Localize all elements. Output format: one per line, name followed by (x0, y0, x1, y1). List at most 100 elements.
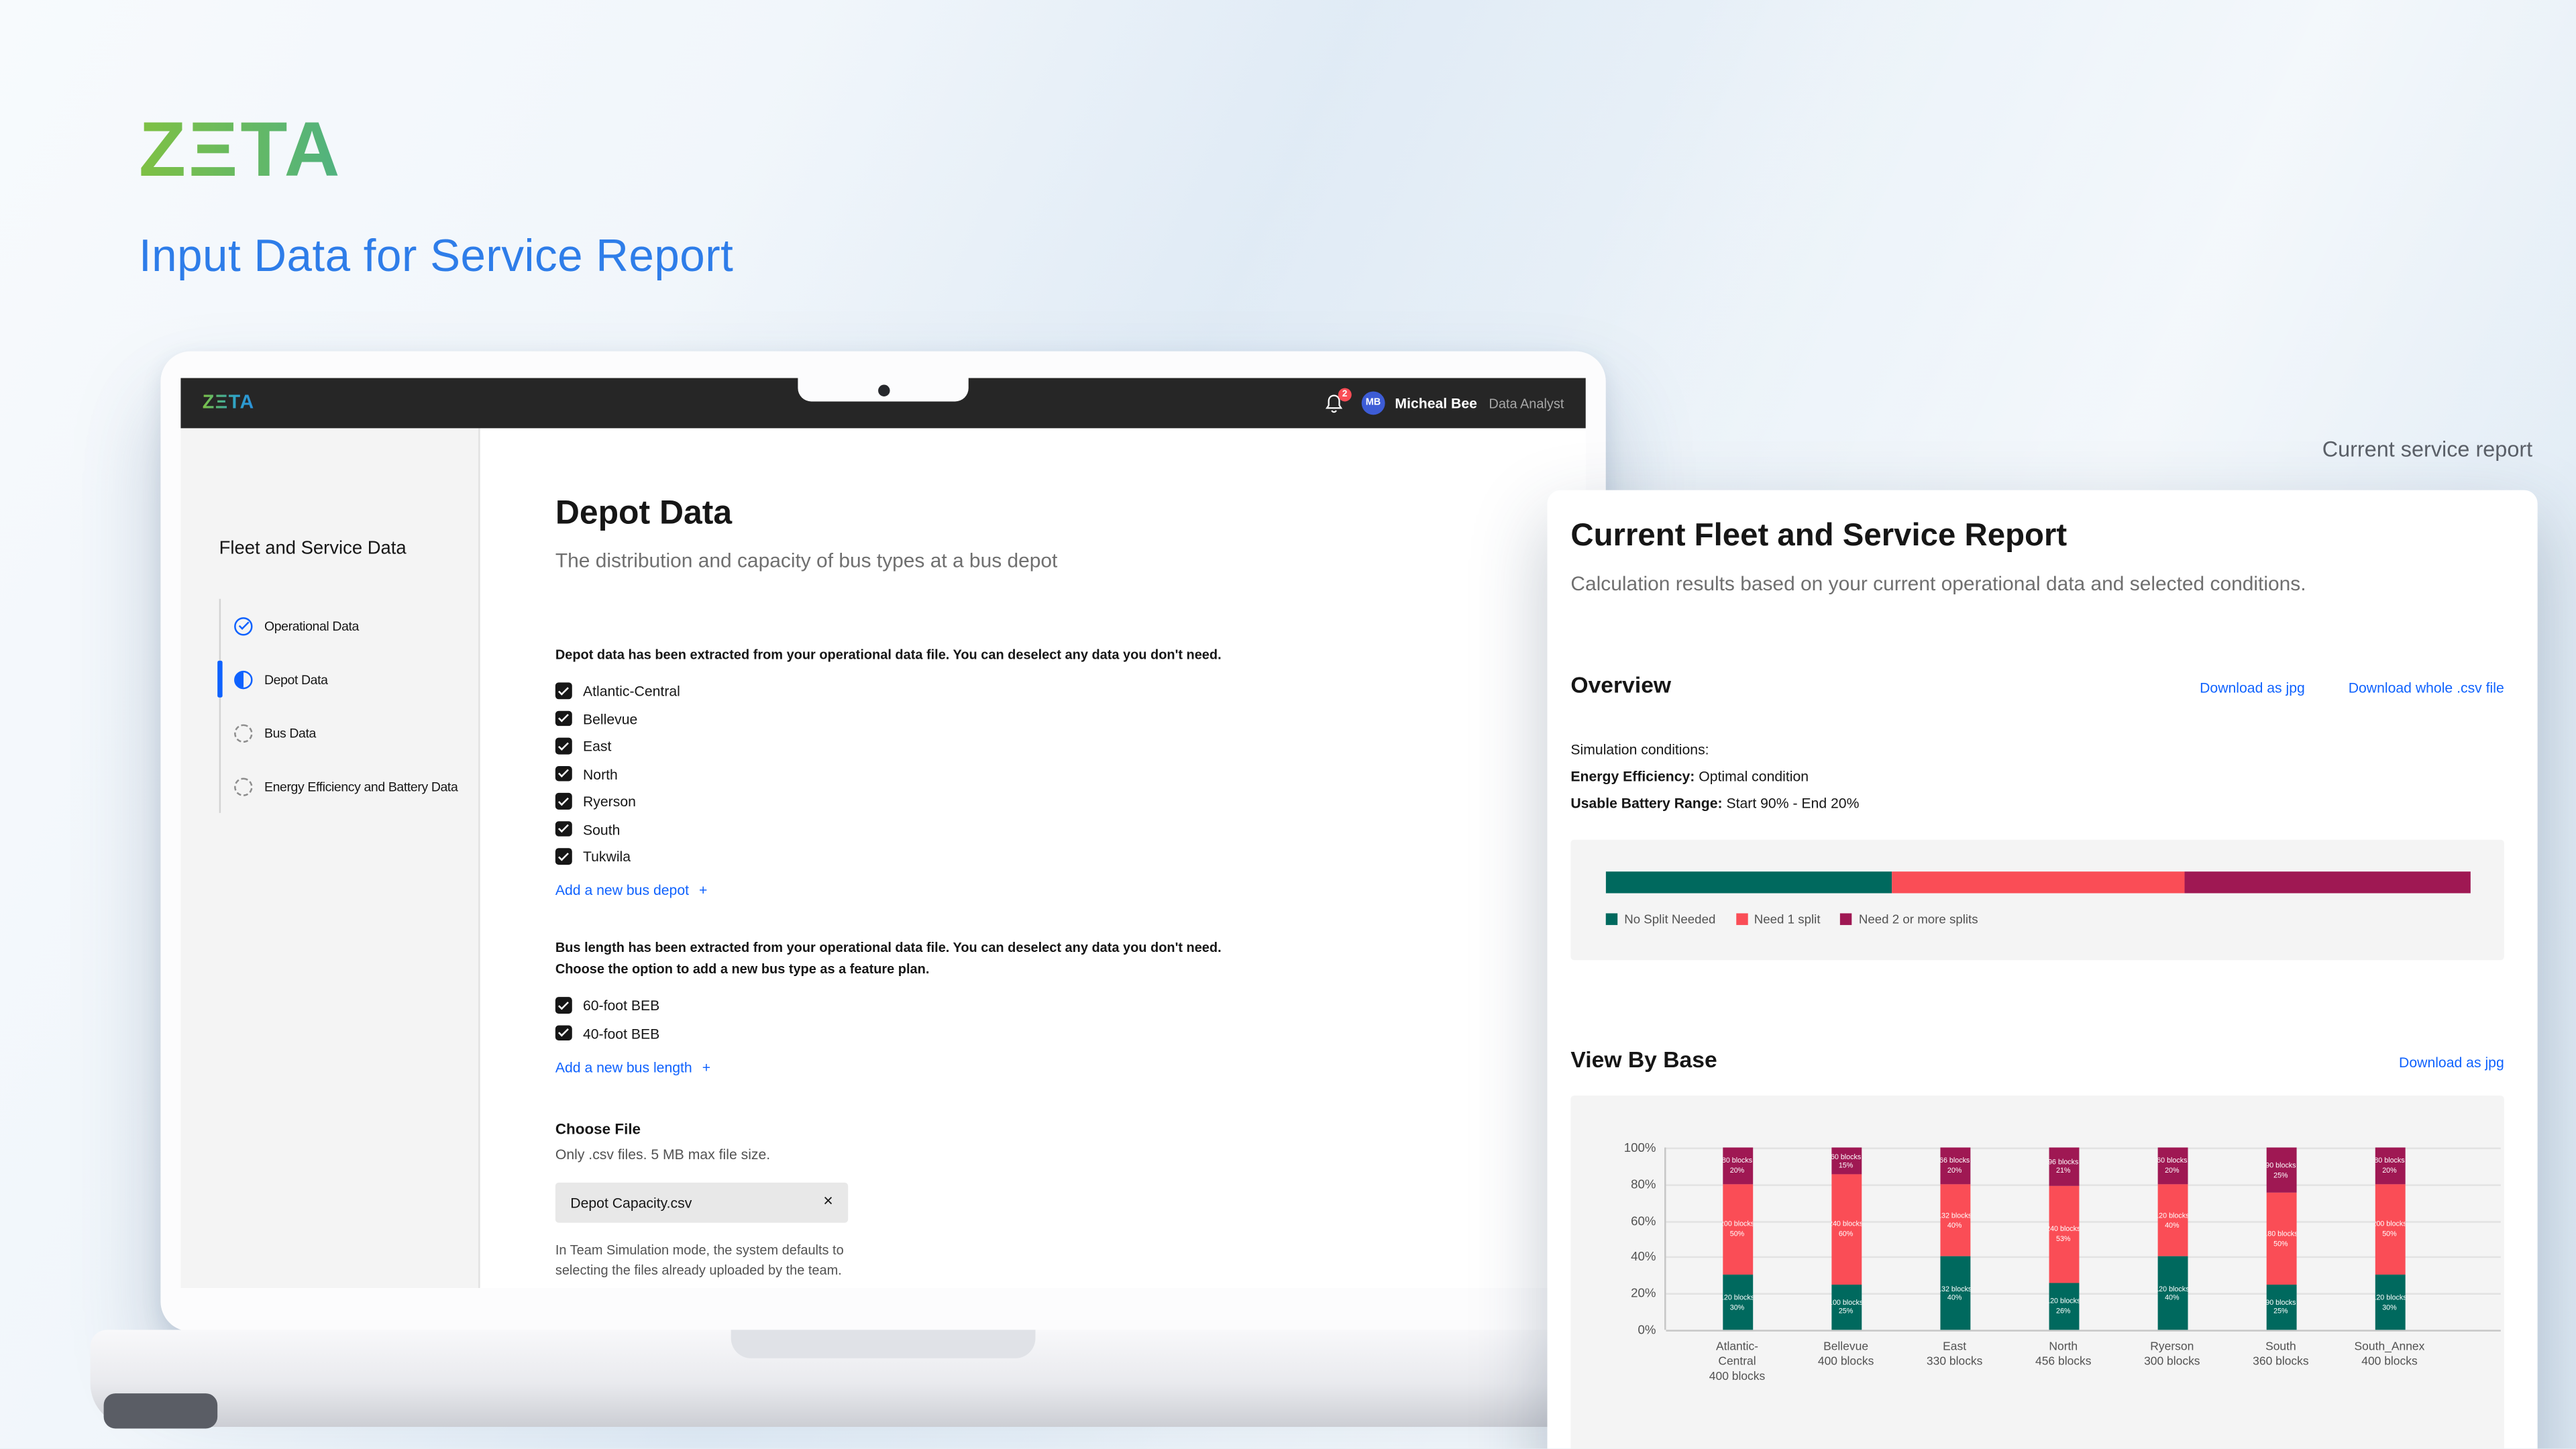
category-label-line: Bellevue (1823, 1341, 1869, 1354)
avatar[interactable]: MB (1361, 391, 1385, 415)
download-csv-link[interactable]: Download whole .csv file (2348, 679, 2504, 696)
segment-pct-label: 60% (1838, 1229, 1854, 1238)
checkbox-label: South (582, 820, 621, 838)
energy-efficiency-value: Optimal condition (1699, 767, 1809, 785)
download-jpg-link[interactable]: Download as jpg (2200, 679, 2305, 696)
segment-blocks-label: 240 blocks (1831, 1220, 1861, 1229)
battery-range-line: Usable Battery Range: Start 90% - End 20… (1570, 794, 2504, 811)
file-chip[interactable]: Depot Capacity.csv × (555, 1182, 849, 1223)
checkbox-row: South (555, 815, 1586, 843)
segment-pct-label: 40% (2165, 1220, 2180, 1229)
base-chart-plot: 100%80%60%40%20%0% 120 blocks30%200 bloc… (1624, 1140, 2501, 1383)
segment-pct-label: 15% (1838, 1161, 1854, 1170)
segment-pct-label: 20% (2165, 1165, 2180, 1175)
add-bus-length-link[interactable]: Add a new bus length + (555, 1059, 710, 1075)
category-label-ryerson: Ryerson 300 blocks (2118, 1340, 2226, 1385)
category-label-line: 300 blocks (2144, 1356, 2200, 1368)
notifications-button[interactable]: 2 (1323, 387, 1352, 414)
add-bus-length-label: Add a new bus length (555, 1059, 692, 1076)
complete-step-icon (234, 616, 253, 635)
sidebar-item-bus-data[interactable]: Bus Data (221, 706, 478, 759)
battery-range-label: Usable Battery Range: (1570, 794, 1723, 812)
checkbox-60-foot-beb[interactable] (555, 998, 572, 1014)
checkbox-row: North (555, 760, 1586, 788)
legend-label: Need 1 split (1754, 911, 1821, 927)
category-label-north: North 456 blocks (2009, 1340, 2118, 1385)
segment-blocks-label: 120 blocks (2375, 1293, 2405, 1302)
checkbox-atlantic-central[interactable] (555, 683, 572, 699)
category-label-line: 330 blocks (1926, 1356, 1983, 1368)
simulation-conditions-label: Simulation conditions: (1570, 741, 1709, 758)
segment-pct-label: 25% (2273, 1307, 2288, 1316)
add-depot-link[interactable]: Add a new bus depot + (555, 882, 708, 899)
segment-blocks-label: 80 blocks (1722, 1156, 1752, 1165)
segment-pct-label: 25% (1838, 1307, 1854, 1316)
segment-blocks-label: 100 blocks (1831, 1297, 1861, 1306)
bar-segment-need-1-split: 120 blocks40% (2157, 1183, 2188, 1257)
plus-icon: + (698, 881, 708, 899)
sidebar-item-label: Depot Data (264, 672, 328, 687)
bar-segment-need-1-split: 200 blocks50% (2374, 1183, 2405, 1275)
plus-icon: + (702, 1059, 711, 1076)
legend-swatch (1840, 913, 1852, 925)
camera-dot (877, 384, 890, 396)
bar-segment-need-2-or-more-splits: 80 blocks 20% (1722, 1147, 1752, 1184)
checkbox-south[interactable] (555, 820, 572, 837)
download-base-jpg-link[interactable]: Download as jpg (2399, 1053, 2504, 1071)
segment-blocks-label: 60 blocks (1831, 1152, 1862, 1161)
category-label-south-annex: South_Annex 400 blocks (2335, 1340, 2444, 1385)
overview-title: Overview (1570, 672, 1672, 698)
remove-file-button[interactable]: × (823, 1193, 833, 1212)
segment-blocks-label: 60 blocks (2157, 1156, 2188, 1165)
header-right: 2 MB Micheal Bee Data Analyst (1323, 387, 1564, 415)
checkbox-40-foot-beb[interactable] (555, 1025, 572, 1041)
monitor-foot (103, 1393, 218, 1429)
checkbox-ryerson[interactable] (555, 793, 572, 810)
category-label-line: Central (1718, 1356, 1756, 1368)
checkbox-tukwila[interactable] (555, 848, 572, 865)
checkbox-label: Ryerson (582, 793, 636, 810)
segment-blocks-label: 120 blocks (2157, 1284, 2187, 1293)
checkbox-north[interactable] (555, 765, 572, 782)
segment-blocks-label: 132 blocks (1939, 1284, 1970, 1293)
checkbox-label: Atlantic-Central (582, 682, 680, 700)
bar-segment-no-split-needed: 90 blocks 25% (2265, 1284, 2296, 1330)
sidebar-item-label: Operational Data (264, 618, 359, 633)
checkbox-label: East (582, 737, 612, 755)
bar-segment-need-1-split: 180 blocks50% (2265, 1193, 2296, 1285)
view-by-base-title: View By Base (1570, 1046, 1717, 1073)
bar-segment-need-1-split: 240 blocks60% (1831, 1175, 1862, 1285)
depot-checkbox-list: Atlantic-Central Bellevue East North Ryerson… (555, 677, 1586, 870)
segment-blocks-label: 66 blocks (1939, 1156, 1970, 1165)
checkbox-bellevue[interactable] (555, 710, 572, 727)
checkbox-label: 60-foot BEB (582, 997, 660, 1014)
category-label-line: 400 blocks (2361, 1356, 2418, 1368)
sidebar-item-energy-efficiency-and-battery-data[interactable]: Energy Efficiency and Battery Data (221, 759, 478, 813)
overview-header-row: Overview Download as jpg Download whole … (1570, 672, 2504, 697)
sidebar-item-operational-data[interactable]: Operational Data (221, 599, 478, 653)
y-tick-label: 0% (1638, 1322, 1656, 1338)
segment-blocks-label: 96 blocks (2048, 1157, 2079, 1166)
camera-notch (798, 378, 969, 402)
pending-step-icon (234, 723, 253, 742)
bar-segment-no-split-needed: 120 blocks30% (1722, 1275, 1752, 1330)
bar-segment-need-1-split: 200 blocks50% (1722, 1183, 1752, 1275)
active-step-icon (234, 669, 253, 689)
checkbox-east[interactable] (555, 738, 572, 755)
checkbox-row: Atlantic-Central (555, 677, 1586, 704)
bar-segment-no-split-needed: 120 blocks40% (2157, 1256, 2188, 1330)
report-title: Current Fleet and Service Report (1570, 518, 2068, 554)
segment-pct-label: 21% (2055, 1167, 2071, 1175)
bars: 120 blocks30%200 blocks50%80 blocks20%10… (1682, 1147, 2444, 1330)
category-label-line: South_Annex (2354, 1341, 2425, 1354)
overview-bar-segment-need-2-or-more-splits (2185, 871, 2471, 894)
y-tick-label: 80% (1631, 1176, 1656, 1192)
sidebar-item-depot-data[interactable]: Depot Data (217, 652, 478, 706)
gridline (1666, 1330, 2501, 1332)
